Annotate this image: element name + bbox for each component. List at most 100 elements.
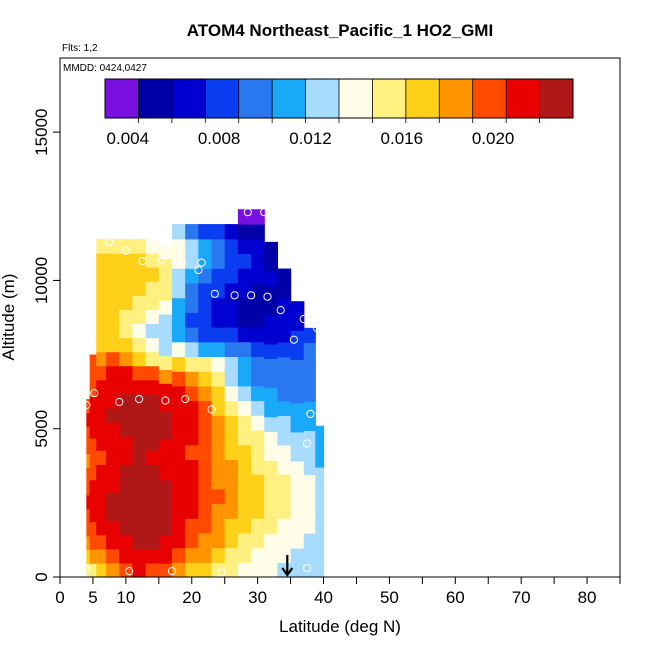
observation-point bbox=[158, 255, 167, 264]
heatmap-cell bbox=[237, 268, 252, 284]
heatmap-cell bbox=[106, 365, 120, 381]
heatmap-cell bbox=[224, 547, 239, 563]
heatmap-cell bbox=[315, 425, 325, 441]
colorbar-swatch bbox=[439, 79, 474, 118]
observation-point bbox=[105, 237, 114, 246]
heatmap-cell bbox=[96, 253, 107, 268]
heatmap-cell bbox=[237, 532, 252, 549]
heatmap-cell bbox=[185, 488, 199, 505]
heatmap-cell bbox=[172, 429, 186, 446]
observation-point bbox=[276, 306, 285, 315]
heatmap-cell bbox=[158, 535, 173, 550]
heatmap-cell bbox=[96, 323, 107, 339]
heatmap-cell bbox=[158, 244, 173, 260]
heatmap-cell bbox=[290, 388, 305, 404]
heatmap-cell bbox=[264, 329, 279, 345]
heatmap-cell bbox=[106, 450, 120, 465]
heatmap-cell bbox=[132, 407, 147, 423]
heatmap-cell bbox=[106, 534, 120, 550]
flights-note: Flts: 1,2 bbox=[62, 43, 98, 54]
heatmap-cell bbox=[158, 493, 173, 509]
colorbar-tick-label: 0.020 bbox=[472, 129, 515, 148]
heatmap-cell bbox=[198, 547, 213, 563]
heatmap-cell bbox=[251, 223, 265, 240]
heatmap-cell bbox=[211, 429, 226, 446]
heatmap-cell bbox=[277, 488, 292, 505]
heatmap-cell bbox=[290, 431, 305, 447]
heatmap-cell bbox=[198, 385, 213, 402]
colorbar-swatch bbox=[305, 79, 340, 118]
heatmap-cell bbox=[277, 297, 292, 314]
heatmap-cell bbox=[277, 503, 292, 519]
heatmap-cell bbox=[119, 323, 134, 339]
colorbar-tick-label: 0.016 bbox=[381, 129, 424, 148]
heatmap-cell bbox=[185, 356, 199, 372]
heatmap-cell bbox=[198, 488, 213, 505]
heatmap-cell bbox=[264, 445, 279, 462]
heatmap-cell bbox=[264, 285, 279, 301]
heatmap-cell bbox=[211, 341, 226, 358]
heatmap-cell bbox=[264, 489, 279, 505]
heatmap-cell bbox=[237, 209, 252, 225]
observation-point bbox=[167, 567, 177, 576]
heatmap-cell bbox=[89, 451, 97, 467]
heatmap-cell bbox=[290, 315, 305, 331]
heatmap-cell bbox=[158, 327, 173, 343]
heatmap-cell bbox=[172, 562, 186, 578]
heatmap-cell bbox=[211, 282, 226, 299]
heatmap-cell bbox=[172, 297, 186, 313]
heatmap-cell bbox=[211, 268, 226, 284]
heatmap-cell bbox=[315, 439, 325, 454]
heatmap-cell bbox=[119, 422, 134, 437]
heatmap-cell bbox=[132, 562, 147, 578]
heatmap-cell bbox=[315, 508, 325, 523]
heatmap-cell bbox=[198, 562, 213, 578]
heatmap-cell bbox=[106, 478, 120, 494]
observation-point bbox=[312, 323, 321, 332]
heatmap-cell bbox=[119, 450, 134, 465]
x-tick-label: 20 bbox=[182, 588, 201, 607]
heatmap-cell bbox=[96, 407, 107, 423]
x-tick-label: 70 bbox=[512, 588, 531, 607]
heatmap-cell bbox=[224, 282, 239, 299]
heatmap-cell bbox=[86, 440, 91, 455]
heatmap-cell bbox=[264, 271, 279, 287]
heatmap-cell bbox=[158, 272, 173, 287]
heatmap-cell bbox=[277, 283, 292, 299]
heatmap-cell bbox=[158, 507, 173, 523]
heatmap-cell bbox=[132, 323, 147, 339]
colorbar-swatch bbox=[472, 79, 507, 118]
heatmap-cell bbox=[277, 327, 292, 343]
heatmap-cell bbox=[277, 356, 292, 372]
heatmap-cell bbox=[119, 281, 134, 296]
heatmap-cell bbox=[224, 327, 239, 343]
heatmap-cell bbox=[211, 474, 226, 490]
x-tick-label: 30 bbox=[248, 588, 267, 607]
heatmap-cell bbox=[264, 256, 279, 272]
heatmap-cell bbox=[237, 488, 252, 505]
x-axis: 0 5 10 20 30 40 50 60 70 80 bbox=[55, 577, 621, 607]
heatmap-cell bbox=[172, 371, 186, 387]
heatmap-cell bbox=[158, 452, 173, 467]
heatmap-cell bbox=[211, 459, 226, 475]
heatmap-cell bbox=[198, 312, 213, 328]
heatmap-cell bbox=[172, 238, 186, 255]
heatmap-cell bbox=[145, 365, 160, 381]
heatmap-cell bbox=[237, 503, 252, 519]
heatmap-cell bbox=[172, 415, 186, 431]
heatmap-cell bbox=[224, 312, 239, 328]
heatmap-cell bbox=[251, 326, 265, 343]
heatmap-cell bbox=[89, 396, 97, 411]
heatmap-cell bbox=[303, 518, 316, 534]
heatmap-cell bbox=[172, 459, 186, 475]
observation-point bbox=[125, 567, 134, 576]
heatmap-cell bbox=[198, 238, 213, 255]
colorbar-swatch bbox=[405, 79, 440, 118]
heatmap-cell bbox=[264, 241, 279, 258]
heatmap-cell bbox=[158, 438, 173, 454]
heatmap-cell bbox=[119, 407, 134, 423]
observation-point bbox=[194, 265, 203, 275]
heatmap-cell bbox=[158, 466, 173, 481]
heatmap-cell bbox=[185, 224, 199, 240]
heatmap-cell bbox=[145, 520, 160, 536]
